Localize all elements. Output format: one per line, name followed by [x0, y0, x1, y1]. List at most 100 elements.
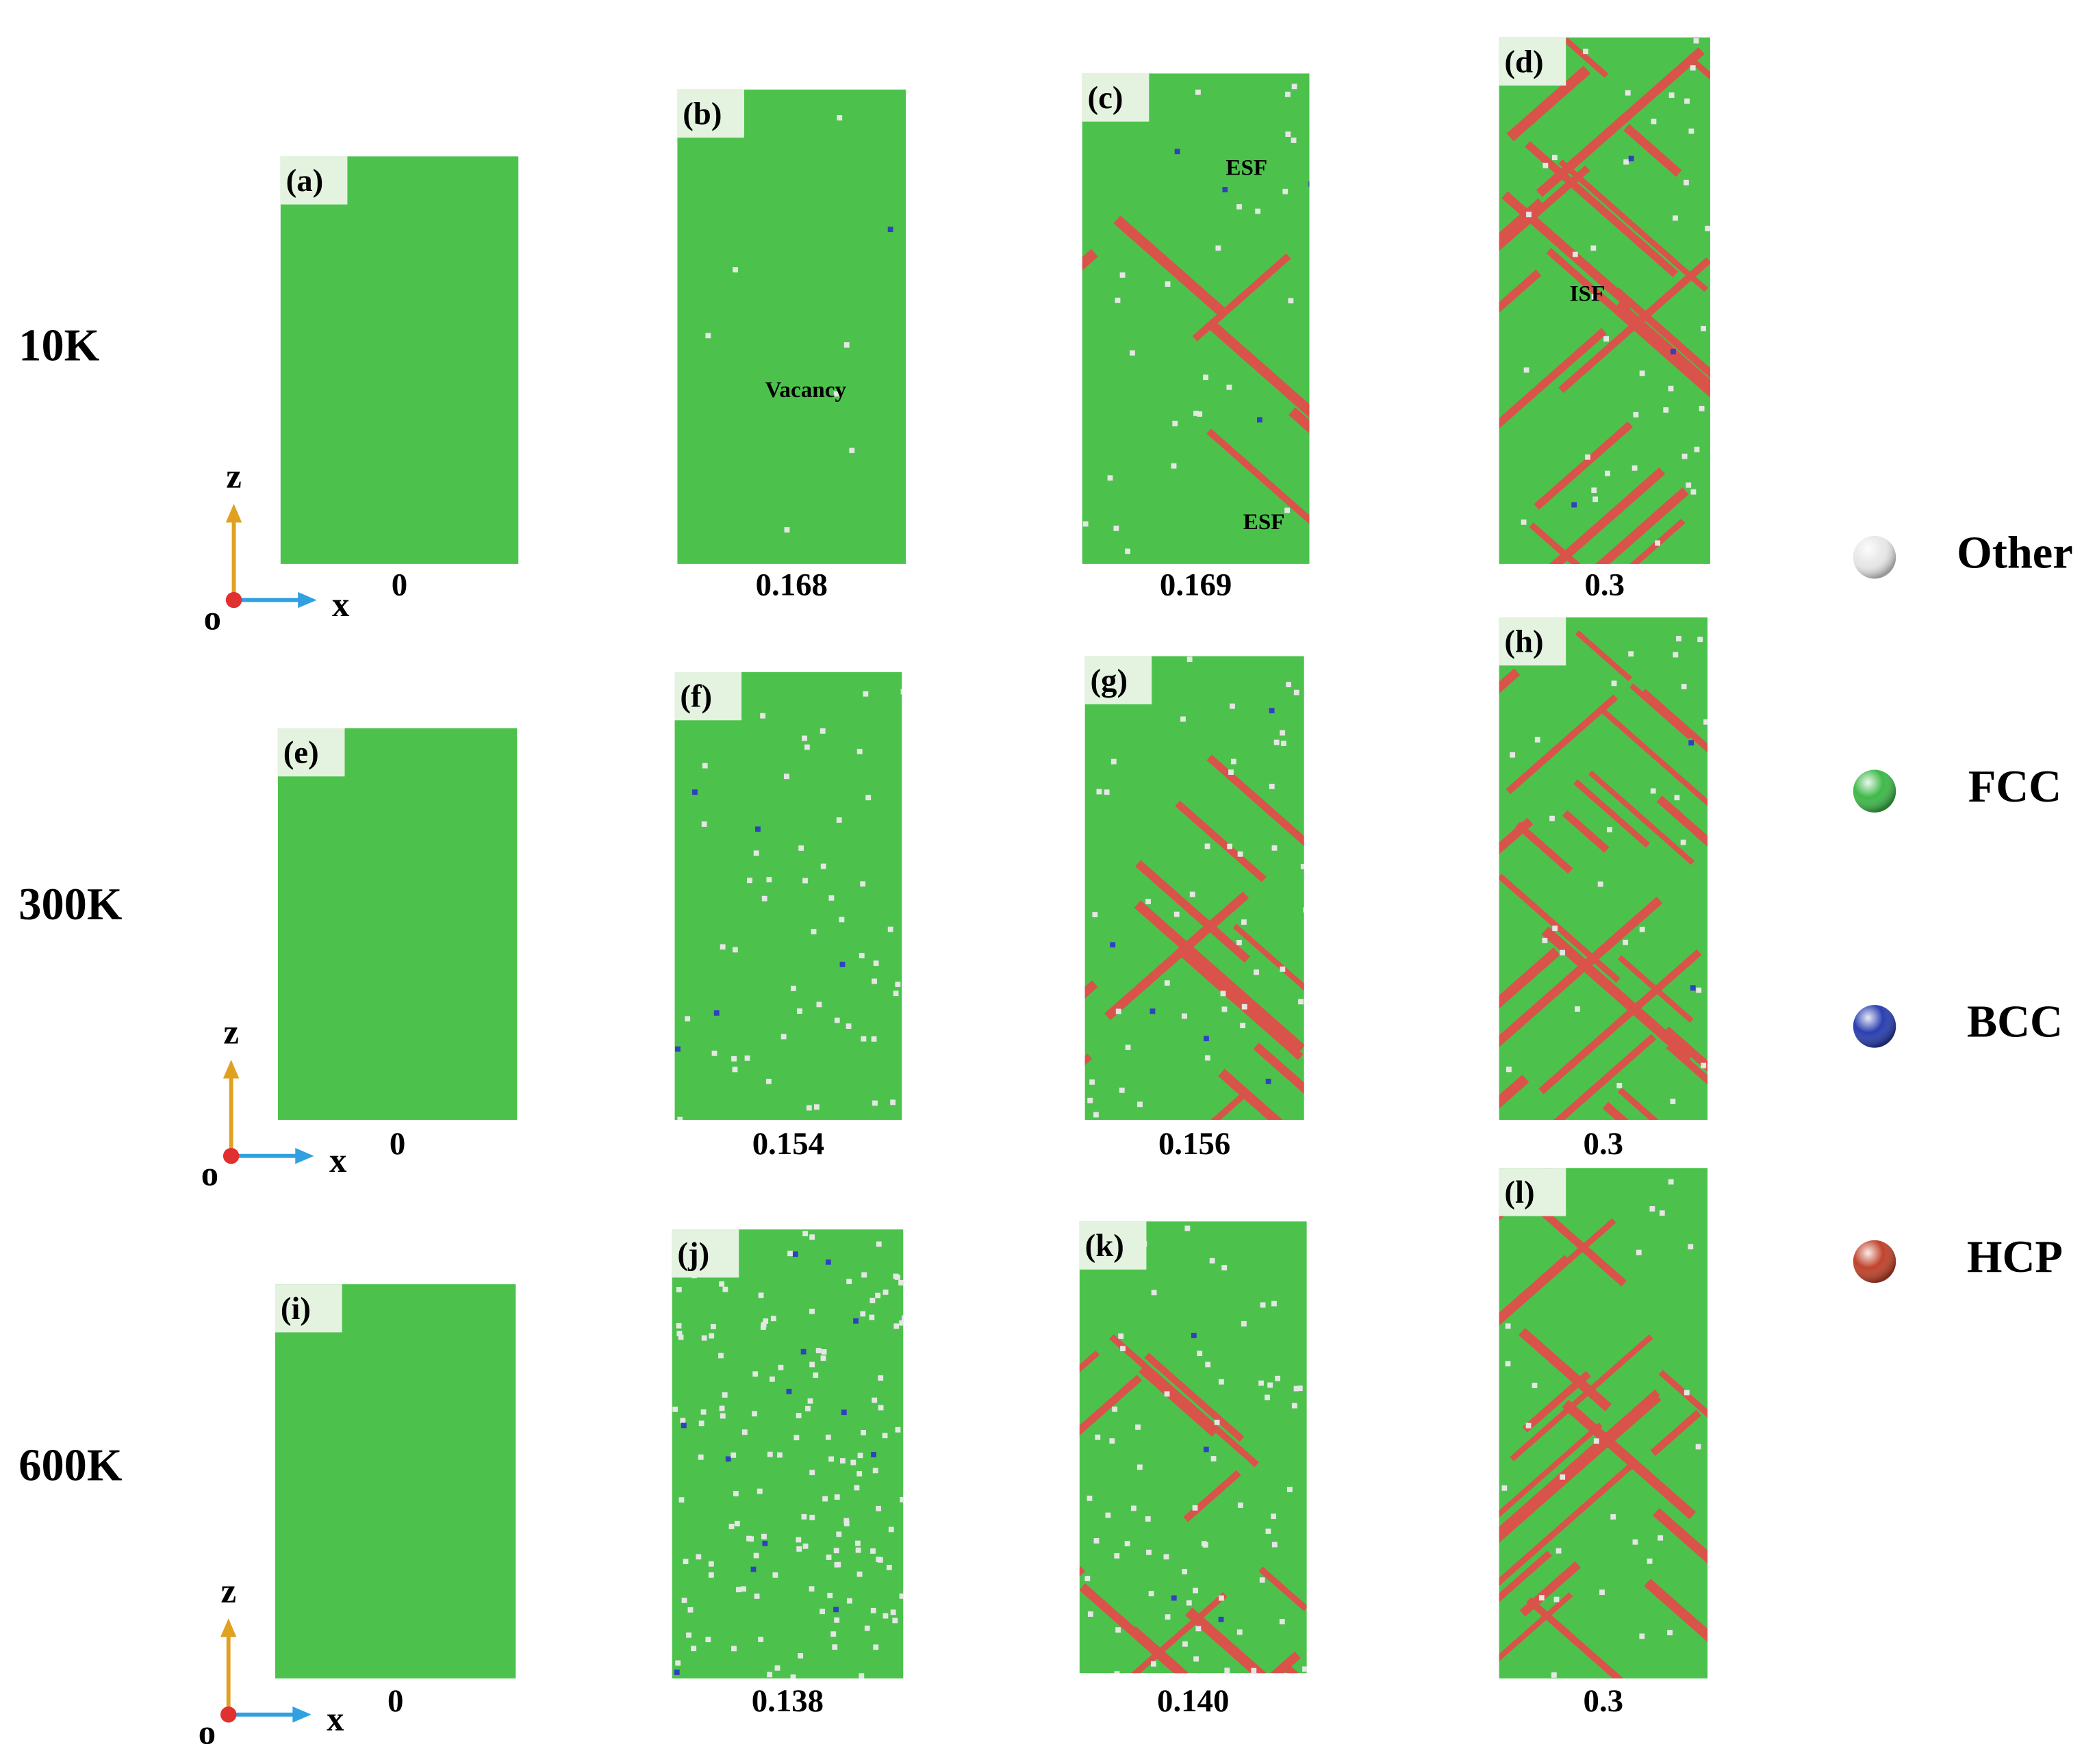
other-atom — [1204, 1055, 1210, 1061]
other-atom — [1673, 215, 1678, 221]
other-atom — [720, 1413, 726, 1419]
fcc-region — [280, 156, 519, 564]
other-atom — [763, 1318, 769, 1324]
other-atom — [1236, 1629, 1243, 1635]
hcp-stripe — [1135, 860, 1250, 963]
legend-label: BCC — [1967, 997, 2063, 1047]
other-atom — [1684, 98, 1690, 104]
defects — [705, 115, 893, 533]
legend-sphere-shine — [1853, 769, 1896, 813]
other-atom — [1215, 245, 1221, 251]
other-atom — [1130, 1505, 1137, 1511]
bcc-atom — [681, 1422, 687, 1429]
other-atom — [1510, 752, 1516, 758]
other-atom — [809, 1586, 815, 1592]
defects — [672, 1231, 904, 1679]
other-atom — [1591, 487, 1597, 494]
hcp-stripe — [1499, 817, 1534, 855]
hcp-stripe — [1526, 1597, 1624, 1679]
other-atom — [877, 1557, 883, 1563]
hcp-stripe — [1562, 810, 1610, 853]
hcp-stripe — [1629, 518, 1686, 564]
other-atom — [705, 333, 711, 339]
bcc-atom — [1150, 1008, 1156, 1014]
other-atom — [1681, 453, 1688, 459]
other-atom — [1093, 1537, 1100, 1544]
bcc-atom — [1628, 155, 1634, 162]
panel-tag: (a) — [286, 163, 324, 199]
other-atom — [843, 1518, 850, 1524]
tag-box — [1499, 37, 1566, 86]
other-atom — [861, 1272, 867, 1278]
other-atom — [1163, 1554, 1169, 1560]
annotation: Vacancy — [765, 377, 846, 402]
other-atom — [1611, 680, 1617, 687]
other-atom — [1688, 128, 1694, 134]
other-atom — [719, 1281, 725, 1287]
hcp-stripe — [1084, 980, 1098, 999]
other-atom — [804, 744, 810, 750]
hcp-stripe — [1499, 1422, 1603, 1518]
other-atom — [701, 1335, 707, 1341]
other-atom — [1703, 719, 1708, 725]
other-atom — [878, 1375, 884, 1381]
other-atom — [1590, 245, 1597, 251]
other-atom — [833, 1548, 839, 1554]
other-atom — [796, 1413, 802, 1418]
hcp-stripe — [1534, 421, 1633, 510]
other-atom — [857, 1453, 863, 1459]
bcc-atom — [1269, 708, 1275, 714]
other-atom — [780, 1034, 787, 1040]
panel-tag: (f) — [680, 679, 712, 715]
hcp-stripe — [1525, 140, 1679, 278]
hcp-stripe — [1232, 923, 1304, 991]
other-atom — [741, 1429, 748, 1435]
hcp-stripe — [1531, 1201, 1627, 1287]
other-atom — [1240, 1023, 1245, 1029]
hcp-stripe — [1134, 900, 1304, 1053]
other-atom — [878, 1405, 884, 1411]
other-atom — [1599, 1589, 1605, 1596]
other-atom — [1526, 212, 1532, 218]
tag-box — [1499, 617, 1566, 666]
other-atom — [1219, 1379, 1224, 1385]
origin-dot — [220, 1707, 237, 1723]
other-atom — [1197, 411, 1203, 417]
other-atom — [1148, 1591, 1154, 1596]
panel-tag: (c) — [1088, 80, 1123, 116]
other-atom — [888, 1526, 894, 1533]
defects — [1499, 630, 1708, 1121]
other-atom — [1650, 788, 1656, 794]
other-atom — [1089, 1079, 1095, 1085]
other-atom — [814, 1104, 820, 1110]
other-atom — [1104, 789, 1110, 795]
hcp-stripe — [1538, 949, 1702, 1095]
other-atom — [1649, 1206, 1655, 1212]
hcp-stripe — [1288, 407, 1310, 434]
bcc-atom — [1690, 985, 1696, 991]
other-atom — [1668, 92, 1675, 98]
other-atom — [761, 1533, 767, 1539]
other-atom — [872, 978, 877, 984]
bcc-atom — [1257, 417, 1262, 423]
other-atom — [1538, 1595, 1545, 1601]
other-atom — [1265, 1394, 1270, 1401]
hcp-stripe — [1113, 215, 1230, 320]
other-atom — [1220, 990, 1226, 997]
other-atom — [890, 1099, 896, 1105]
other-atom — [1275, 1375, 1281, 1381]
other-atom — [1125, 1045, 1131, 1050]
other-atom — [846, 1279, 852, 1284]
fcc-region — [277, 728, 518, 1121]
hcp-stripe — [1663, 1026, 1708, 1072]
other-atom — [1092, 912, 1098, 918]
other-atom — [1701, 326, 1706, 331]
other-atom — [859, 953, 865, 958]
other-atom — [861, 1430, 867, 1435]
other-atom — [1701, 1062, 1707, 1069]
other-atom — [1241, 1004, 1247, 1010]
hcp-stripe — [1218, 1069, 1283, 1121]
hcp-stripe — [1558, 257, 1710, 394]
fcc-region — [674, 672, 902, 1121]
